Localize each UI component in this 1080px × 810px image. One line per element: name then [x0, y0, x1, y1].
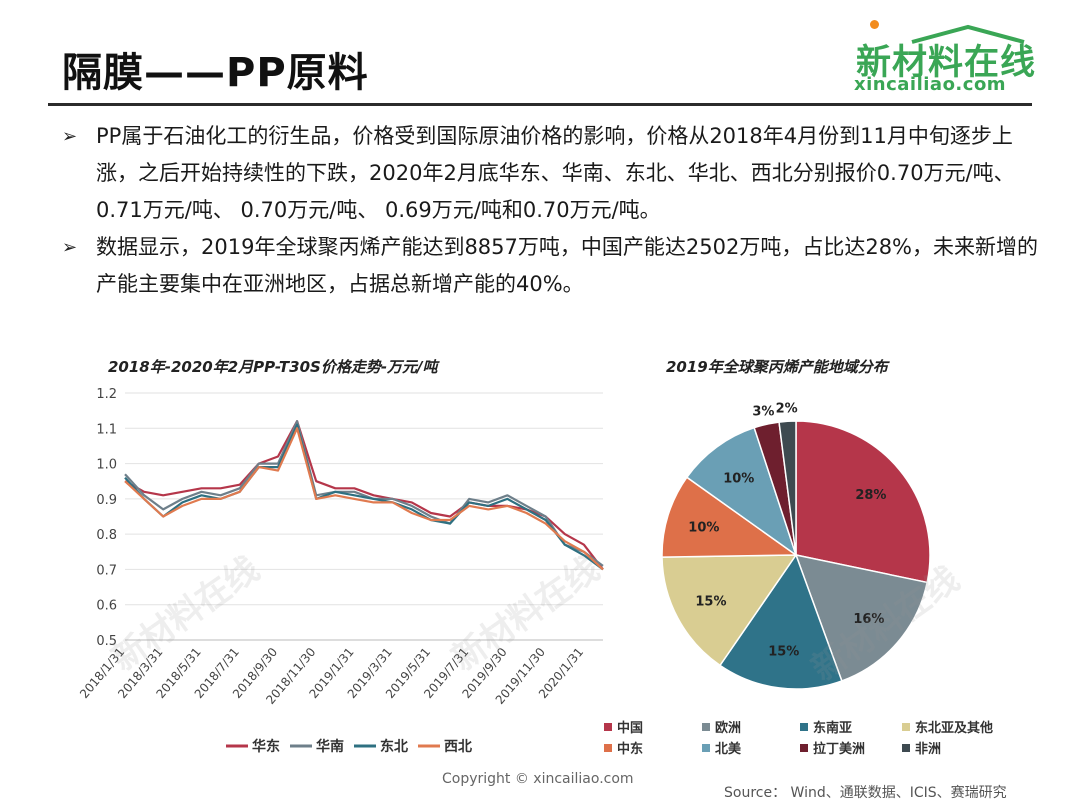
legend-swatch	[702, 744, 710, 752]
pie-slice	[661, 554, 798, 667]
pie-slice	[685, 426, 798, 557]
legend-swatch	[604, 723, 612, 731]
legend-swatch	[902, 744, 910, 752]
series-line	[124, 420, 604, 567]
legend-label: 中东	[617, 741, 643, 757]
legend-label: 非洲	[915, 741, 941, 757]
bullet-item: ➢ PP属于石油化工的衍生品，价格受到国际原油价格的影响，价格从2018年4月份…	[62, 118, 1042, 229]
brand-logo: 新材料在线 xincailiao.com	[848, 14, 1044, 96]
y-tick-label: 0.8	[96, 528, 117, 543]
legend-label: 东北亚及其他	[915, 720, 993, 736]
pie-data-label: 10%	[723, 471, 754, 486]
pie-data-label: 16%	[853, 612, 884, 627]
y-tick-label: 0.5	[96, 634, 117, 649]
pie-data-label: 2%	[776, 401, 798, 416]
legend-label: 西北	[444, 739, 472, 755]
pie-data-label: 28%	[855, 488, 886, 503]
pie-slice	[795, 420, 931, 584]
bullet-arrow-icon: ➢	[62, 237, 78, 258]
legend-swatch	[800, 744, 808, 752]
pie-data-label: 10%	[688, 520, 719, 535]
pie-data-label: 15%	[695, 595, 726, 610]
y-tick-label: 1.0	[96, 458, 117, 473]
legend-swatch	[902, 723, 910, 731]
logo-dot-icon	[870, 20, 879, 29]
source-text: Source： Wind、通联数据、ICIS、赛瑞研究	[724, 785, 1007, 801]
copyright-text: Copyright © xincailiao.com	[442, 771, 634, 787]
pie-slice	[718, 553, 843, 690]
legend-label: 北美	[715, 741, 742, 757]
legend-label: 东北	[380, 738, 408, 755]
pie-data-label: 3%	[752, 405, 774, 420]
bullet-list: ➢ PP属于石油化工的衍生品，价格受到国际原油价格的影响，价格从2018年4月份…	[62, 118, 1042, 303]
logo-url: xincailiao.com	[854, 74, 1007, 95]
bullet-text: 数据显示，2019年全球聚丙烯产能达到8857万吨，中国产能达2502万吨，占比…	[96, 235, 1039, 296]
bullet-arrow-icon: ➢	[62, 126, 78, 147]
series-line	[124, 427, 604, 571]
pie-chart-title: 2019年全球聚丙烯产能地域分布	[666, 358, 888, 376]
series-line	[124, 423, 604, 571]
page-title: 隔膜——PP原料	[62, 50, 369, 96]
title-divider	[48, 103, 1032, 106]
line-chart-title: 2018年-2020年2月PP-T30S价格走势-万元/吨	[108, 358, 438, 376]
legend-label: 东南亚	[813, 720, 852, 736]
y-tick-label: 1.2	[96, 387, 117, 402]
legend-label: 欧洲	[715, 720, 741, 736]
y-tick-label: 0.7	[96, 563, 117, 578]
y-tick-label: 1.1	[96, 422, 117, 437]
legend-label: 中国	[617, 720, 643, 736]
pie-slice	[778, 420, 797, 556]
bullet-item: ➢ 数据显示，2019年全球聚丙烯产能达到8857万吨，中国产能达2502万吨，…	[62, 229, 1042, 303]
logo-text: 新材料在线	[856, 43, 1037, 83]
legend-label: 华南	[316, 738, 344, 755]
pie-slice	[661, 476, 799, 558]
logo-roof-icon	[911, 24, 1025, 44]
y-tick-label: 0.6	[96, 599, 117, 614]
legend-swatch	[604, 744, 612, 752]
legend-label: 华东	[252, 738, 280, 755]
pie-data-label: 15%	[768, 645, 799, 660]
legend-swatch	[800, 723, 808, 731]
legend-swatch	[702, 723, 710, 731]
legend-label: 拉丁美洲	[813, 741, 865, 757]
y-tick-label: 0.9	[96, 493, 117, 508]
bullet-text: PP属于石油化工的衍生品，价格受到国际原油价格的影响，价格从2018年4月份到1…	[96, 124, 1015, 222]
pie-slice	[794, 553, 929, 682]
